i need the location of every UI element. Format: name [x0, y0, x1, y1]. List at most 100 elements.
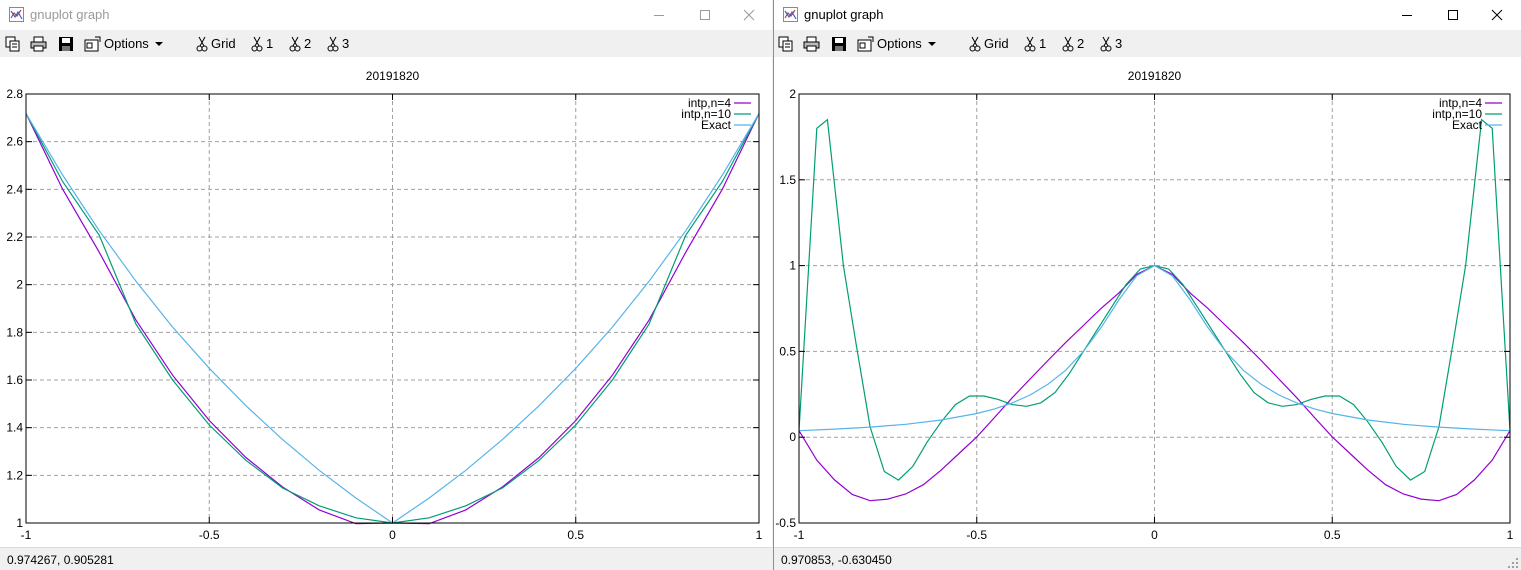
options-menu-button[interactable]: Options	[857, 34, 937, 53]
plot-area[interactable]: 20191820 1 1.2 1.4 1.6 1.8 2 2.2 2.4 2.6 2.8 -1 -0.5…	[0, 57, 772, 547]
save-button[interactable]	[58, 34, 74, 53]
mouse-coordinates: 0.970853, -0.630450	[781, 553, 892, 567]
grid-toggle-button[interactable]: Grid	[196, 34, 236, 53]
y-tick-label: 2.2	[6, 230, 23, 244]
save-button[interactable]	[831, 34, 847, 53]
toggle-plot-2-button[interactable]: 2	[1062, 34, 1084, 53]
window-title: gnuplot graph	[804, 7, 884, 22]
print-button[interactable]	[30, 34, 47, 53]
plot-area[interactable]: 20191820 -0.5 0 0.5 1 1.5 2 -1 -0.5 0 0.5 1 intp,n=4…	[774, 57, 1521, 547]
scissors-icon	[1062, 36, 1074, 51]
legend-label: Exact	[701, 118, 732, 132]
plot-1-label: 1	[1039, 36, 1047, 51]
floppy-disk-icon	[832, 36, 846, 51]
options-icon	[84, 36, 101, 51]
dropdown-arrow-icon	[154, 41, 163, 46]
y-tick-label: 1.8	[6, 325, 23, 339]
minimize-icon	[1402, 15, 1412, 16]
x-tick-label: -0.5	[199, 528, 220, 542]
options-menu-button[interactable]: Options	[84, 34, 164, 53]
maximize-icon	[700, 10, 710, 20]
window-title: gnuplot graph	[30, 7, 110, 22]
x-tick-label: -0.5	[966, 528, 987, 542]
toggle-plot-3-button[interactable]: 3	[1100, 34, 1122, 53]
gnuplot-window-left: gnuplot graph Options Grid	[0, 0, 772, 570]
y-tick-label: 1.2	[6, 468, 23, 482]
status-bar: 0.974267, 0.905281	[0, 547, 772, 570]
y-tick-label: 2.4	[6, 182, 23, 196]
x-tick-label: -1	[21, 528, 32, 542]
grid-label: Grid	[984, 36, 1009, 51]
toolbar: Options Grid 1 2 3	[774, 30, 1521, 57]
floppy-disk-icon	[59, 36, 73, 51]
y-tick-label: 2.8	[6, 87, 23, 101]
grid-toggle-button[interactable]: Grid	[969, 34, 1009, 53]
y-tick-label: 0	[789, 430, 796, 444]
plot-1-label: 1	[266, 36, 274, 51]
y-tick-label: 1	[789, 259, 796, 273]
x-tick-label: 0.5	[1324, 528, 1341, 542]
scissors-icon	[196, 36, 208, 51]
chart-title: 20191820	[1128, 69, 1182, 83]
y-tick-label: -0.5	[775, 516, 796, 530]
plot-3-label: 3	[342, 36, 350, 51]
scissors-icon	[969, 36, 981, 51]
y-tick-label: 1	[16, 516, 23, 530]
printer-icon	[803, 36, 820, 51]
y-tick-label: 2	[789, 87, 796, 101]
copy-icon	[778, 36, 793, 51]
chart[interactable]: 20191820-0.500.511.52-1 -0.5 0 0.5 1intp,n=4…	[774, 57, 1521, 547]
close-button[interactable]	[726, 0, 772, 30]
y-tick-label: 1.5	[779, 173, 796, 187]
close-icon	[1491, 9, 1503, 21]
toggle-plot-2-button[interactable]: 2	[289, 34, 311, 53]
y-tick-label: 0.5	[779, 344, 796, 358]
x-tick-label: 0	[1151, 528, 1158, 542]
maximize-button[interactable]	[682, 0, 728, 30]
copy-to-clipboard-button[interactable]	[5, 34, 21, 53]
legend-label: intp,n=10	[681, 107, 731, 121]
toggle-plot-1-button[interactable]: 1	[1024, 34, 1046, 53]
scissors-icon	[1100, 36, 1112, 51]
toggle-plot-1-button[interactable]: 1	[251, 34, 273, 53]
x-tick-label: 1	[1507, 528, 1514, 542]
legend-label: intp,n=4	[688, 96, 731, 110]
minimize-button[interactable]	[1384, 0, 1430, 30]
mouse-coordinates: 0.974267, 0.905281	[7, 553, 114, 567]
close-button[interactable]	[1474, 0, 1520, 30]
plot-2-label: 2	[1077, 36, 1085, 51]
copy-to-clipboard-button[interactable]	[778, 34, 794, 53]
minimize-icon	[654, 15, 664, 16]
x-tick-label: -1	[794, 528, 805, 542]
options-icon	[857, 36, 874, 51]
options-label: Options	[104, 36, 149, 51]
scissors-icon	[289, 36, 301, 51]
toggle-plot-3-button[interactable]: 3	[327, 34, 349, 53]
title-bar[interactable]: gnuplot graph	[0, 0, 772, 30]
title-bar[interactable]: gnuplot graph	[774, 0, 1521, 30]
resize-grip-icon[interactable]	[1507, 557, 1519, 569]
x-tick-label: 1	[756, 528, 763, 542]
plot-3-label: 3	[1115, 36, 1123, 51]
y-tick-label: 2.6	[6, 135, 23, 149]
scissors-icon	[327, 36, 339, 51]
print-button[interactable]	[803, 34, 820, 53]
gnuplot-window-right: gnuplot graph Options Grid	[773, 0, 1521, 570]
legend-label: intp,n=4	[1439, 96, 1482, 110]
dropdown-arrow-icon	[927, 41, 936, 46]
y-tick-label: 1.6	[6, 373, 23, 387]
y-tick-label: 1.4	[6, 421, 23, 435]
close-icon	[743, 9, 755, 21]
status-bar: 0.970853, -0.630450	[774, 547, 1521, 570]
scissors-icon	[251, 36, 263, 51]
chart[interactable]: 20191820 1 1.2 1.4 1.6 1.8 2 2.2 2.4 2.6 2.8 -1 -0.5…	[0, 57, 772, 547]
x-tick-label: 0	[389, 528, 396, 542]
chart-title: 20191820	[366, 69, 420, 83]
series-line-3	[798, 264, 1511, 432]
options-label: Options	[877, 36, 922, 51]
legend-label: Exact	[1452, 118, 1483, 132]
maximize-button[interactable]	[1430, 0, 1476, 30]
minimize-button[interactable]	[636, 0, 682, 30]
printer-icon	[30, 36, 47, 51]
y-tick-label: 2	[16, 278, 23, 292]
